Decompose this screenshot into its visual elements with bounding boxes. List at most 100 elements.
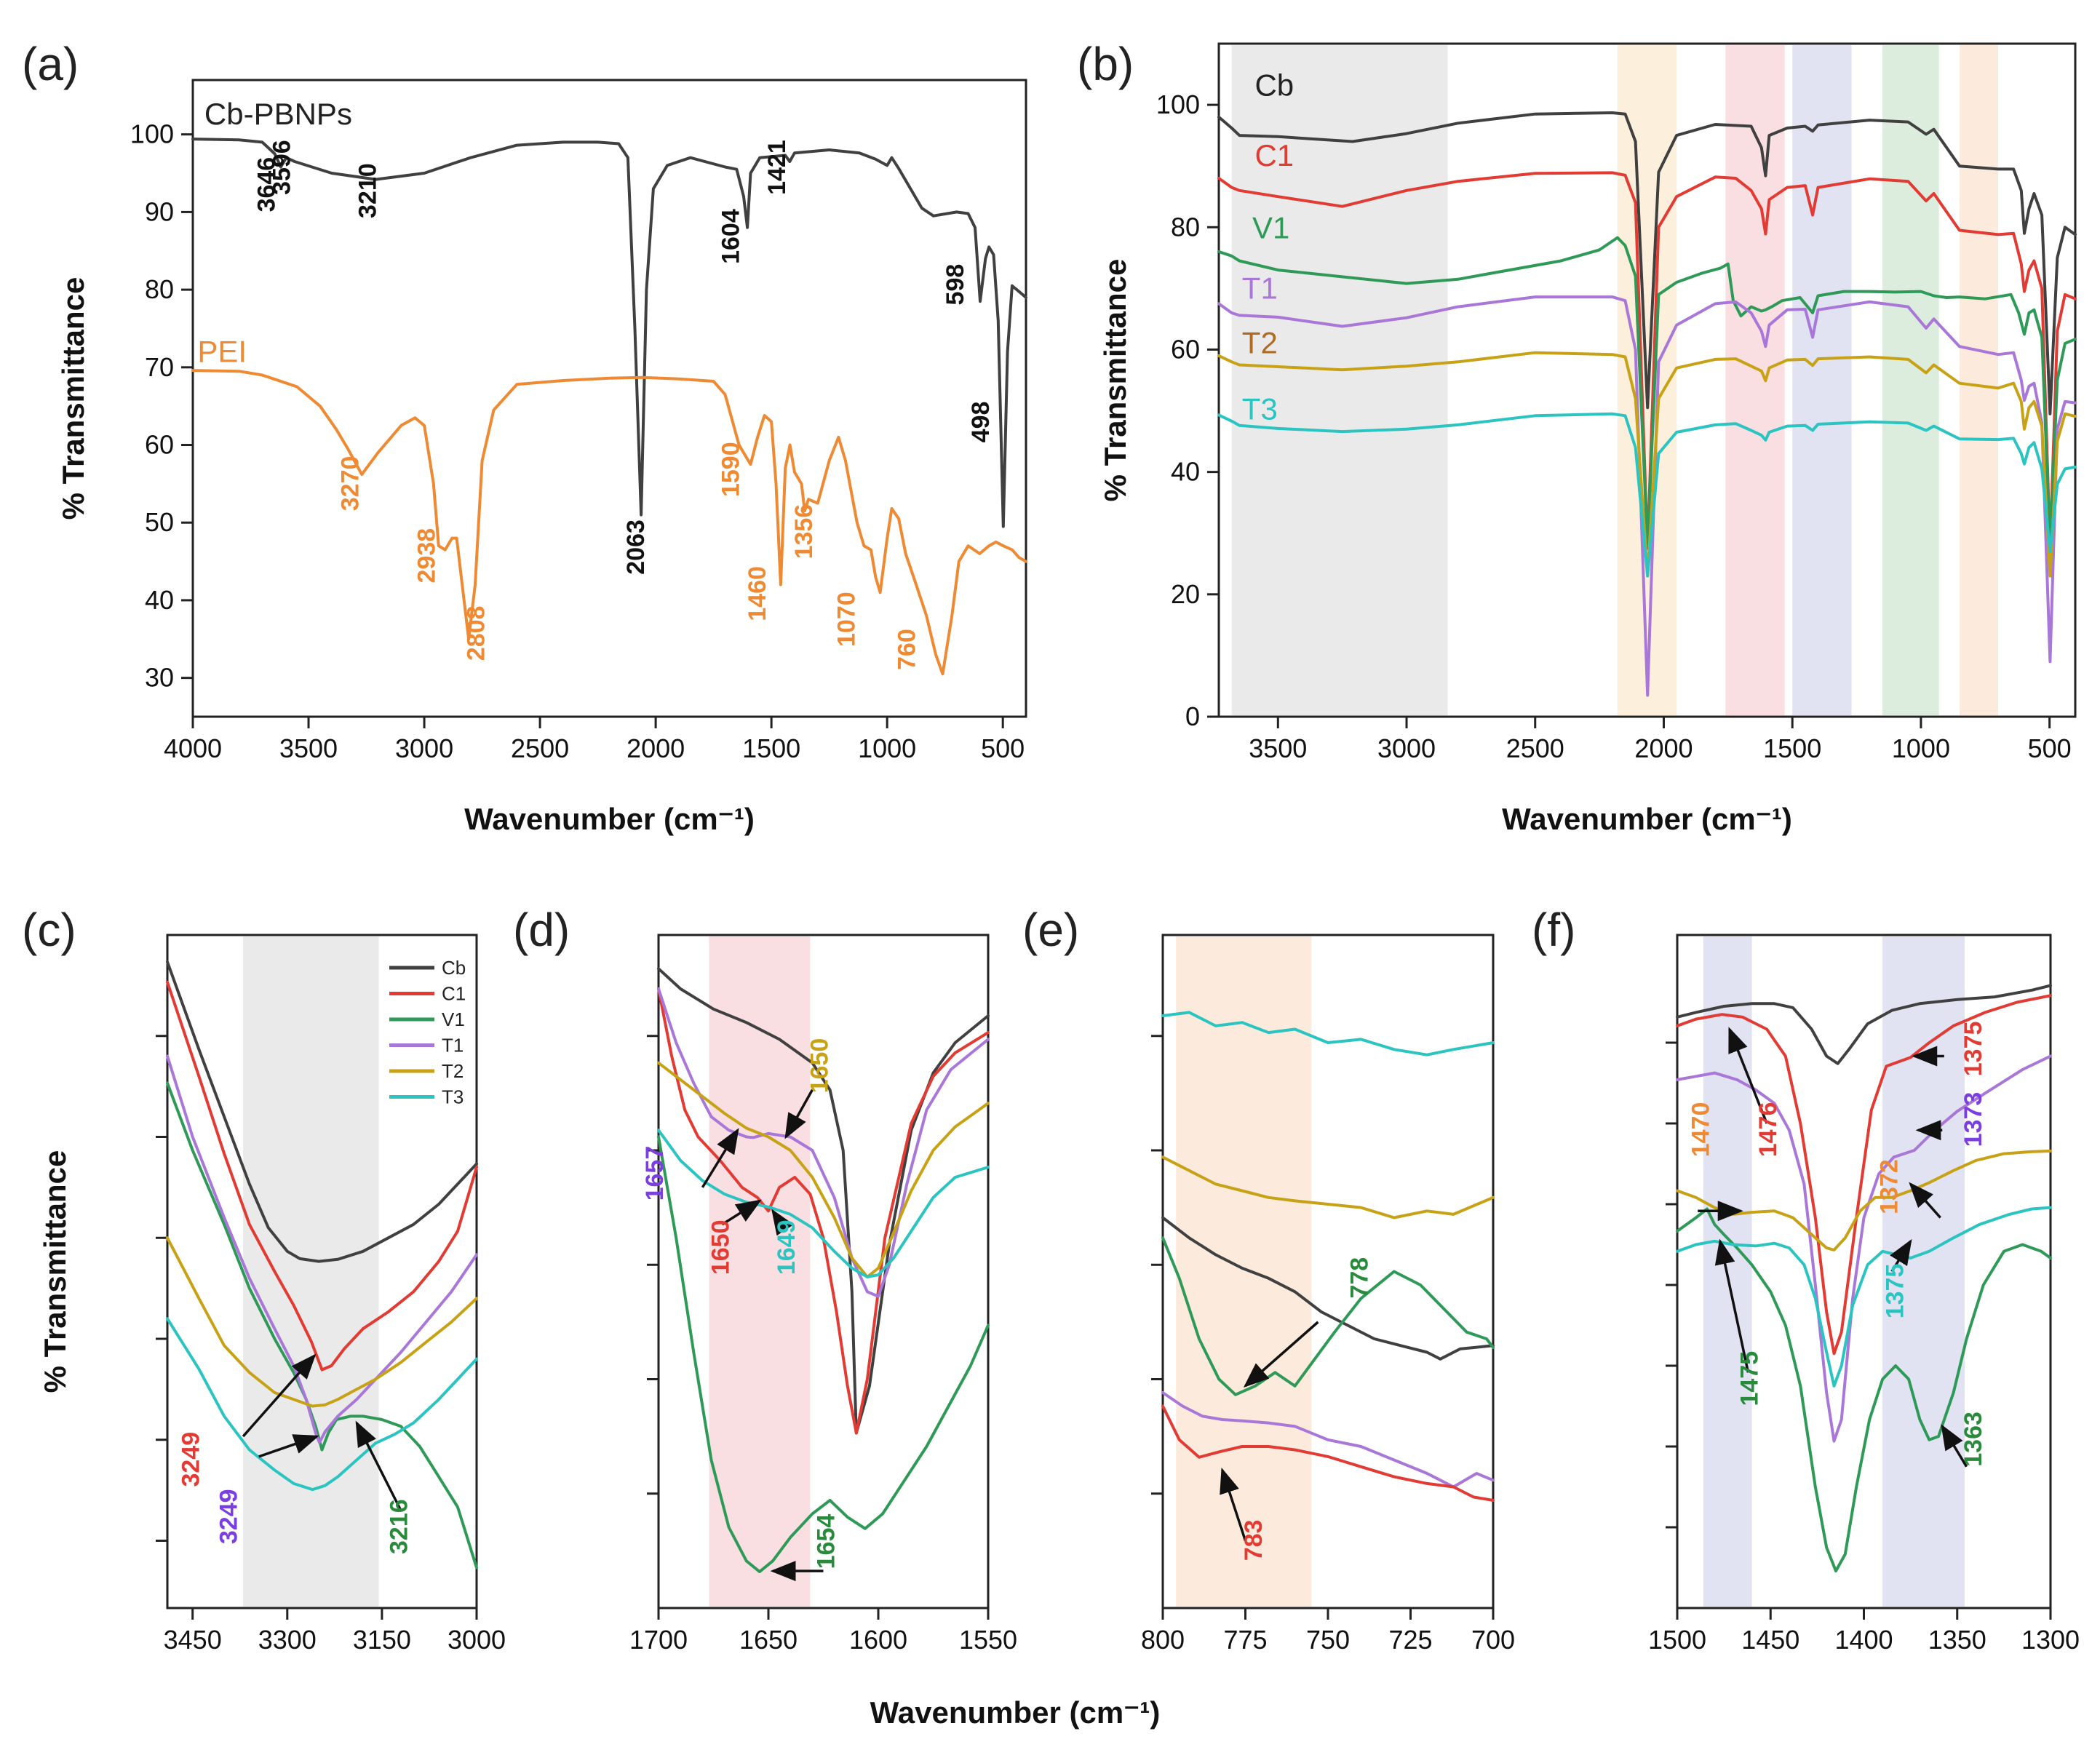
chart-panel: (b) 3500 3000 2500 2000 1500 1000 500 0 20 40 60 80 1… [1077,38,2077,836]
series-line-t2 [166,1236,478,1408]
plot-frame [166,934,478,1609]
peak-annotation: 1356 [790,504,818,560]
peak-annotation: 1460 [744,566,771,621]
x-tick-label: 3150 [353,1625,411,1655]
peak-annotation: 1654 [813,1514,840,1569]
series-label: PEI [197,334,247,368]
series-line-t1 [657,987,990,1298]
annotation-arrow [355,1420,402,1511]
series-line-v1 [166,1081,478,1569]
chart-panel: (f) 1500 1450 1400 1350 1300 1375 1476 1373 1470 1… [1532,904,2080,1655]
x-tick-label: 1000 [858,733,916,763]
peak-annotation: 1375 [1881,1264,1909,1319]
series-label: Cb-PBNPs [204,97,352,131]
series-label: T2 [1242,326,1278,360]
panel-label: (d) [513,904,570,956]
x-axis-title: Wavenumber (cm⁻¹) [1502,802,1792,836]
series-line-c1 [1676,994,2052,1356]
series-label: V1 [1252,210,1289,244]
annotation-arrow [1220,1468,1247,1542]
panel-label: (a) [22,38,79,90]
series-line-cb [166,960,478,1263]
x-tick-label: 775 [1223,1625,1267,1655]
peak-annotation: 2063 [622,520,650,575]
annotation-arrow [1243,1321,1319,1388]
y-tick-label: 0 [1185,701,1200,731]
peak-annotation: 1650 [707,1219,735,1275]
series-line-c1 [1161,1404,1495,1502]
x-tick-label: 800 [1141,1625,1185,1655]
x-tick-label: 750 [1306,1625,1350,1655]
legend-label: T3 [442,1086,464,1108]
series-line-c1 [657,987,990,1435]
x-tick-label: 700 [1471,1625,1515,1655]
x-tick-label: 3300 [258,1625,317,1655]
peak-annotation: 1650 [806,1038,834,1094]
highlight-region [1231,45,1448,715]
panel-label: (f) [1532,904,1575,956]
series-line-t3 [657,1129,990,1278]
legend-label: T2 [442,1060,464,1082]
peak-annotation: 1421 [763,140,791,195]
highlight-region [1725,45,1785,715]
legend-label: C1 [442,983,466,1005]
x-tick-label: 4000 [164,733,222,763]
x-tick-label: 1350 [1928,1625,1986,1655]
annotation-arrow [784,1089,814,1139]
y-axis-title: % Transmittance [56,277,90,520]
annotation-arrow [1728,1027,1768,1124]
x-tick-label: 1500 [742,733,800,763]
x-tick-label: 2500 [1506,733,1564,763]
peak-annotation: 1476 [1754,1102,1782,1158]
x-tick-label: 1450 [1741,1625,1799,1655]
series-line-pei [191,369,1027,676]
series-line-t2 [1161,1155,1495,1219]
annotation-arrow [1909,1182,1941,1219]
series-label: T3 [1242,391,1278,426]
peak-annotation: 778 [1345,1257,1373,1299]
legend-label: T1 [442,1035,464,1056]
annotation-arrow [1714,1238,1750,1373]
legend-label: V1 [442,1008,465,1030]
peak-annotation: 1475 [1735,1351,1763,1406]
y-axis-title: % Transmittance [38,1150,72,1393]
series-line-t1 [1161,1391,1495,1489]
annotation-arrow [771,1209,794,1236]
x-tick-label: 2000 [627,733,685,763]
chart-panel: (e) 800 775 750 725 700 778 783 [1022,904,1515,1655]
highlight-region [243,936,379,1607]
peak-annotation: 1604 [717,209,745,264]
x-tick-label: 3450 [164,1625,222,1655]
series-line-cb [1676,984,2052,1065]
series-line-t3 [1161,1011,1495,1056]
x-tick-label: 3000 [1377,733,1436,763]
x-tick-label: 3500 [279,733,338,763]
peak-annotation: 1657 [641,1146,669,1201]
highlight-region [1792,45,1852,715]
series-line-t3 [1676,1206,2052,1388]
highlight-region [1882,45,1939,715]
peak-annotation: 2808 [463,606,490,661]
peak-annotation: 1373 [1960,1092,1987,1147]
chart-panel: (a) 4000 3500 3000 2500 2000 1500 1000 500 30 40 50… [22,38,1027,836]
plot-frame [1217,42,2077,718]
series-line-c1 [166,980,478,1372]
x-tick-label: 1500 [1763,733,1821,763]
series-line-cb [1217,111,2077,415]
peak-annotation: 1070 [833,592,861,647]
series-line-cb [1161,1216,1495,1361]
peak-annotation: 598 [942,264,969,306]
annotation-arrow [1890,1238,1912,1273]
x-tick-label: 1700 [629,1625,688,1655]
annotation-arrow [242,1353,317,1438]
panel-label: (c) [22,904,76,956]
y-tick-label: 90 [145,196,174,226]
x-tick-label: 1600 [849,1625,907,1655]
plot-frame [657,934,990,1609]
common-x-axis-title: Wavenumber (cm⁻¹) [870,1695,1161,1730]
series-label: Cb [1254,68,1294,102]
x-tick-label: 2500 [511,733,569,763]
peak-annotation: 3646 [253,157,281,212]
series-label: T1 [1242,271,1278,306]
